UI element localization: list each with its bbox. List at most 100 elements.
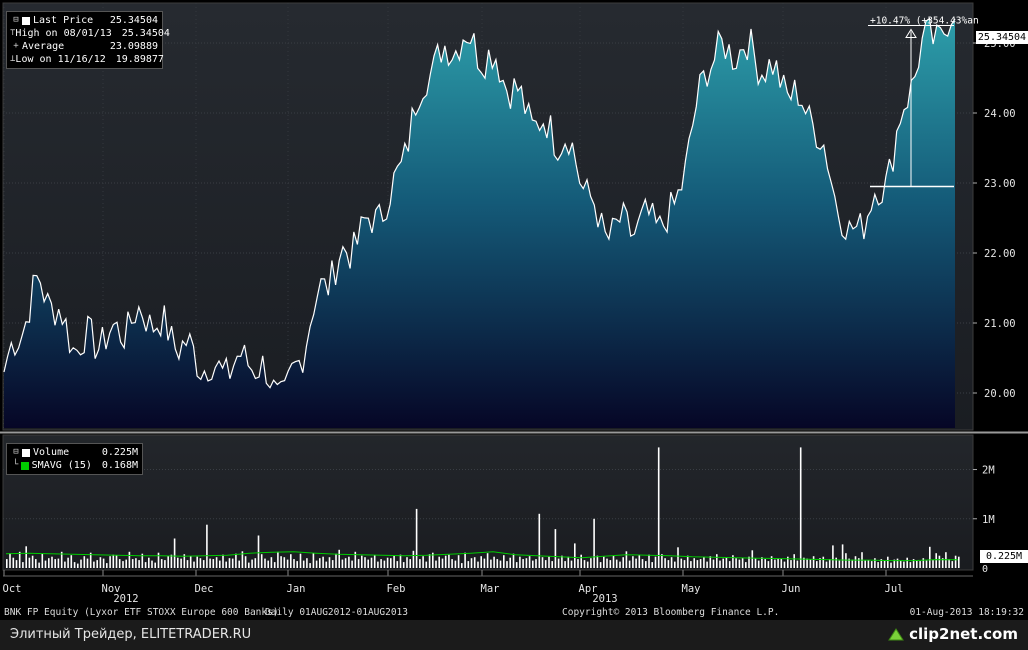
volume-bar xyxy=(754,558,757,568)
volume-bar xyxy=(751,550,754,568)
collapse-icon[interactable]: ⊟ xyxy=(13,447,19,457)
volume-bar xyxy=(816,561,818,568)
change-annotation: +10.47% (+354.43%an xyxy=(868,16,979,188)
volume-bar xyxy=(657,447,660,568)
volume-bar xyxy=(748,556,750,568)
last-price-tag: 25.34504 xyxy=(976,31,1028,44)
volume-bar xyxy=(615,559,618,568)
volume-bar xyxy=(551,561,553,568)
volume-bar xyxy=(361,555,363,568)
volume-bar xyxy=(538,513,541,568)
brand[interactable]: clip2net.com xyxy=(887,625,1018,643)
volume-bar xyxy=(932,560,934,568)
smavg-line xyxy=(5,551,959,562)
volume-bar xyxy=(31,555,34,568)
volume-bar xyxy=(467,561,470,568)
volume-bar xyxy=(70,555,73,568)
volume-bar xyxy=(312,553,315,568)
volume-bar xyxy=(38,562,40,568)
volume-bar xyxy=(887,556,889,568)
legend-label: Volume xyxy=(33,447,70,458)
volume-bar xyxy=(444,555,447,568)
volume-bar xyxy=(118,559,121,568)
volume-tick-label: 1M xyxy=(982,514,995,526)
volume-bar xyxy=(306,558,308,568)
volume-bar xyxy=(628,560,631,568)
volume-bar xyxy=(951,561,954,568)
volume-bar xyxy=(554,529,557,568)
volume-bar xyxy=(699,559,702,568)
volume-bar xyxy=(209,558,211,568)
volume-bar xyxy=(164,560,166,568)
price-tick-label: 24.00 xyxy=(984,108,1016,120)
volume-bar xyxy=(703,556,705,568)
volume-bar xyxy=(916,560,918,568)
volume-bar xyxy=(677,547,679,568)
volume-bar xyxy=(260,554,263,568)
volume-zero-label: 0 xyxy=(982,564,988,575)
volume-bar xyxy=(557,558,560,568)
month-label: Feb xyxy=(387,583,406,595)
volume-bar xyxy=(25,546,27,568)
volume-bar xyxy=(238,560,240,568)
volume-bar xyxy=(686,555,689,568)
volume-bar xyxy=(741,557,744,568)
month-label: May xyxy=(682,583,701,595)
volume-bar xyxy=(151,560,153,568)
volume-bar xyxy=(457,555,460,568)
volume-bar xyxy=(654,556,657,568)
volume-bar xyxy=(106,563,108,568)
volume-bar xyxy=(464,552,466,568)
volume-bar xyxy=(357,559,360,568)
volume-bar xyxy=(919,561,921,568)
legend-row-smavg: └ SMAVG (15) 0.168M xyxy=(10,459,138,472)
volume-bar xyxy=(690,561,692,568)
volume-bar xyxy=(832,545,834,568)
volume-bar xyxy=(577,559,579,568)
volume-bar xyxy=(377,561,379,568)
collapse-icon[interactable]: ⊟ xyxy=(13,15,19,25)
volume-bar xyxy=(167,555,169,568)
volume-bar xyxy=(160,559,163,568)
volume-bar xyxy=(454,560,457,568)
legend-label: Last Price xyxy=(33,15,94,26)
volume-bar xyxy=(583,560,586,568)
volume-bar xyxy=(386,557,389,568)
volume-bar xyxy=(922,558,925,568)
branch-icon: └ xyxy=(12,460,19,470)
volume-bar xyxy=(564,561,566,568)
volume-bar xyxy=(522,559,524,568)
volume-bar xyxy=(796,560,799,568)
month-label: Apr xyxy=(579,583,598,595)
volume-bar xyxy=(290,554,292,568)
volume-bar xyxy=(341,559,344,568)
volume-bar xyxy=(854,556,857,568)
volume-bar xyxy=(761,557,763,568)
volume-bar xyxy=(280,556,282,568)
volume-bar xyxy=(461,563,463,568)
volume-bar xyxy=(858,558,860,568)
volume-bar xyxy=(9,553,11,568)
volume-bars xyxy=(6,447,960,568)
volume-bar xyxy=(906,557,908,568)
volume-bar xyxy=(870,561,873,568)
volume-bar xyxy=(896,558,899,568)
volume-bar xyxy=(567,556,570,568)
volume-bar xyxy=(296,561,298,568)
volume-bar xyxy=(432,552,434,568)
volume-bar xyxy=(241,551,244,568)
volume-bar xyxy=(367,559,369,568)
volume-bar xyxy=(874,558,876,568)
volume-axis: 1M 2M 0 xyxy=(973,465,995,575)
volume-bar xyxy=(519,556,521,568)
volume-bar xyxy=(251,559,253,568)
volume-bar xyxy=(651,562,653,568)
volume-bar xyxy=(732,555,734,568)
volume-bar xyxy=(193,561,195,568)
volume-bar xyxy=(283,557,286,568)
volume-bar xyxy=(277,551,279,568)
volume-bar xyxy=(696,560,699,568)
annotation-label: +10.47% (+354.43%an xyxy=(870,16,979,27)
